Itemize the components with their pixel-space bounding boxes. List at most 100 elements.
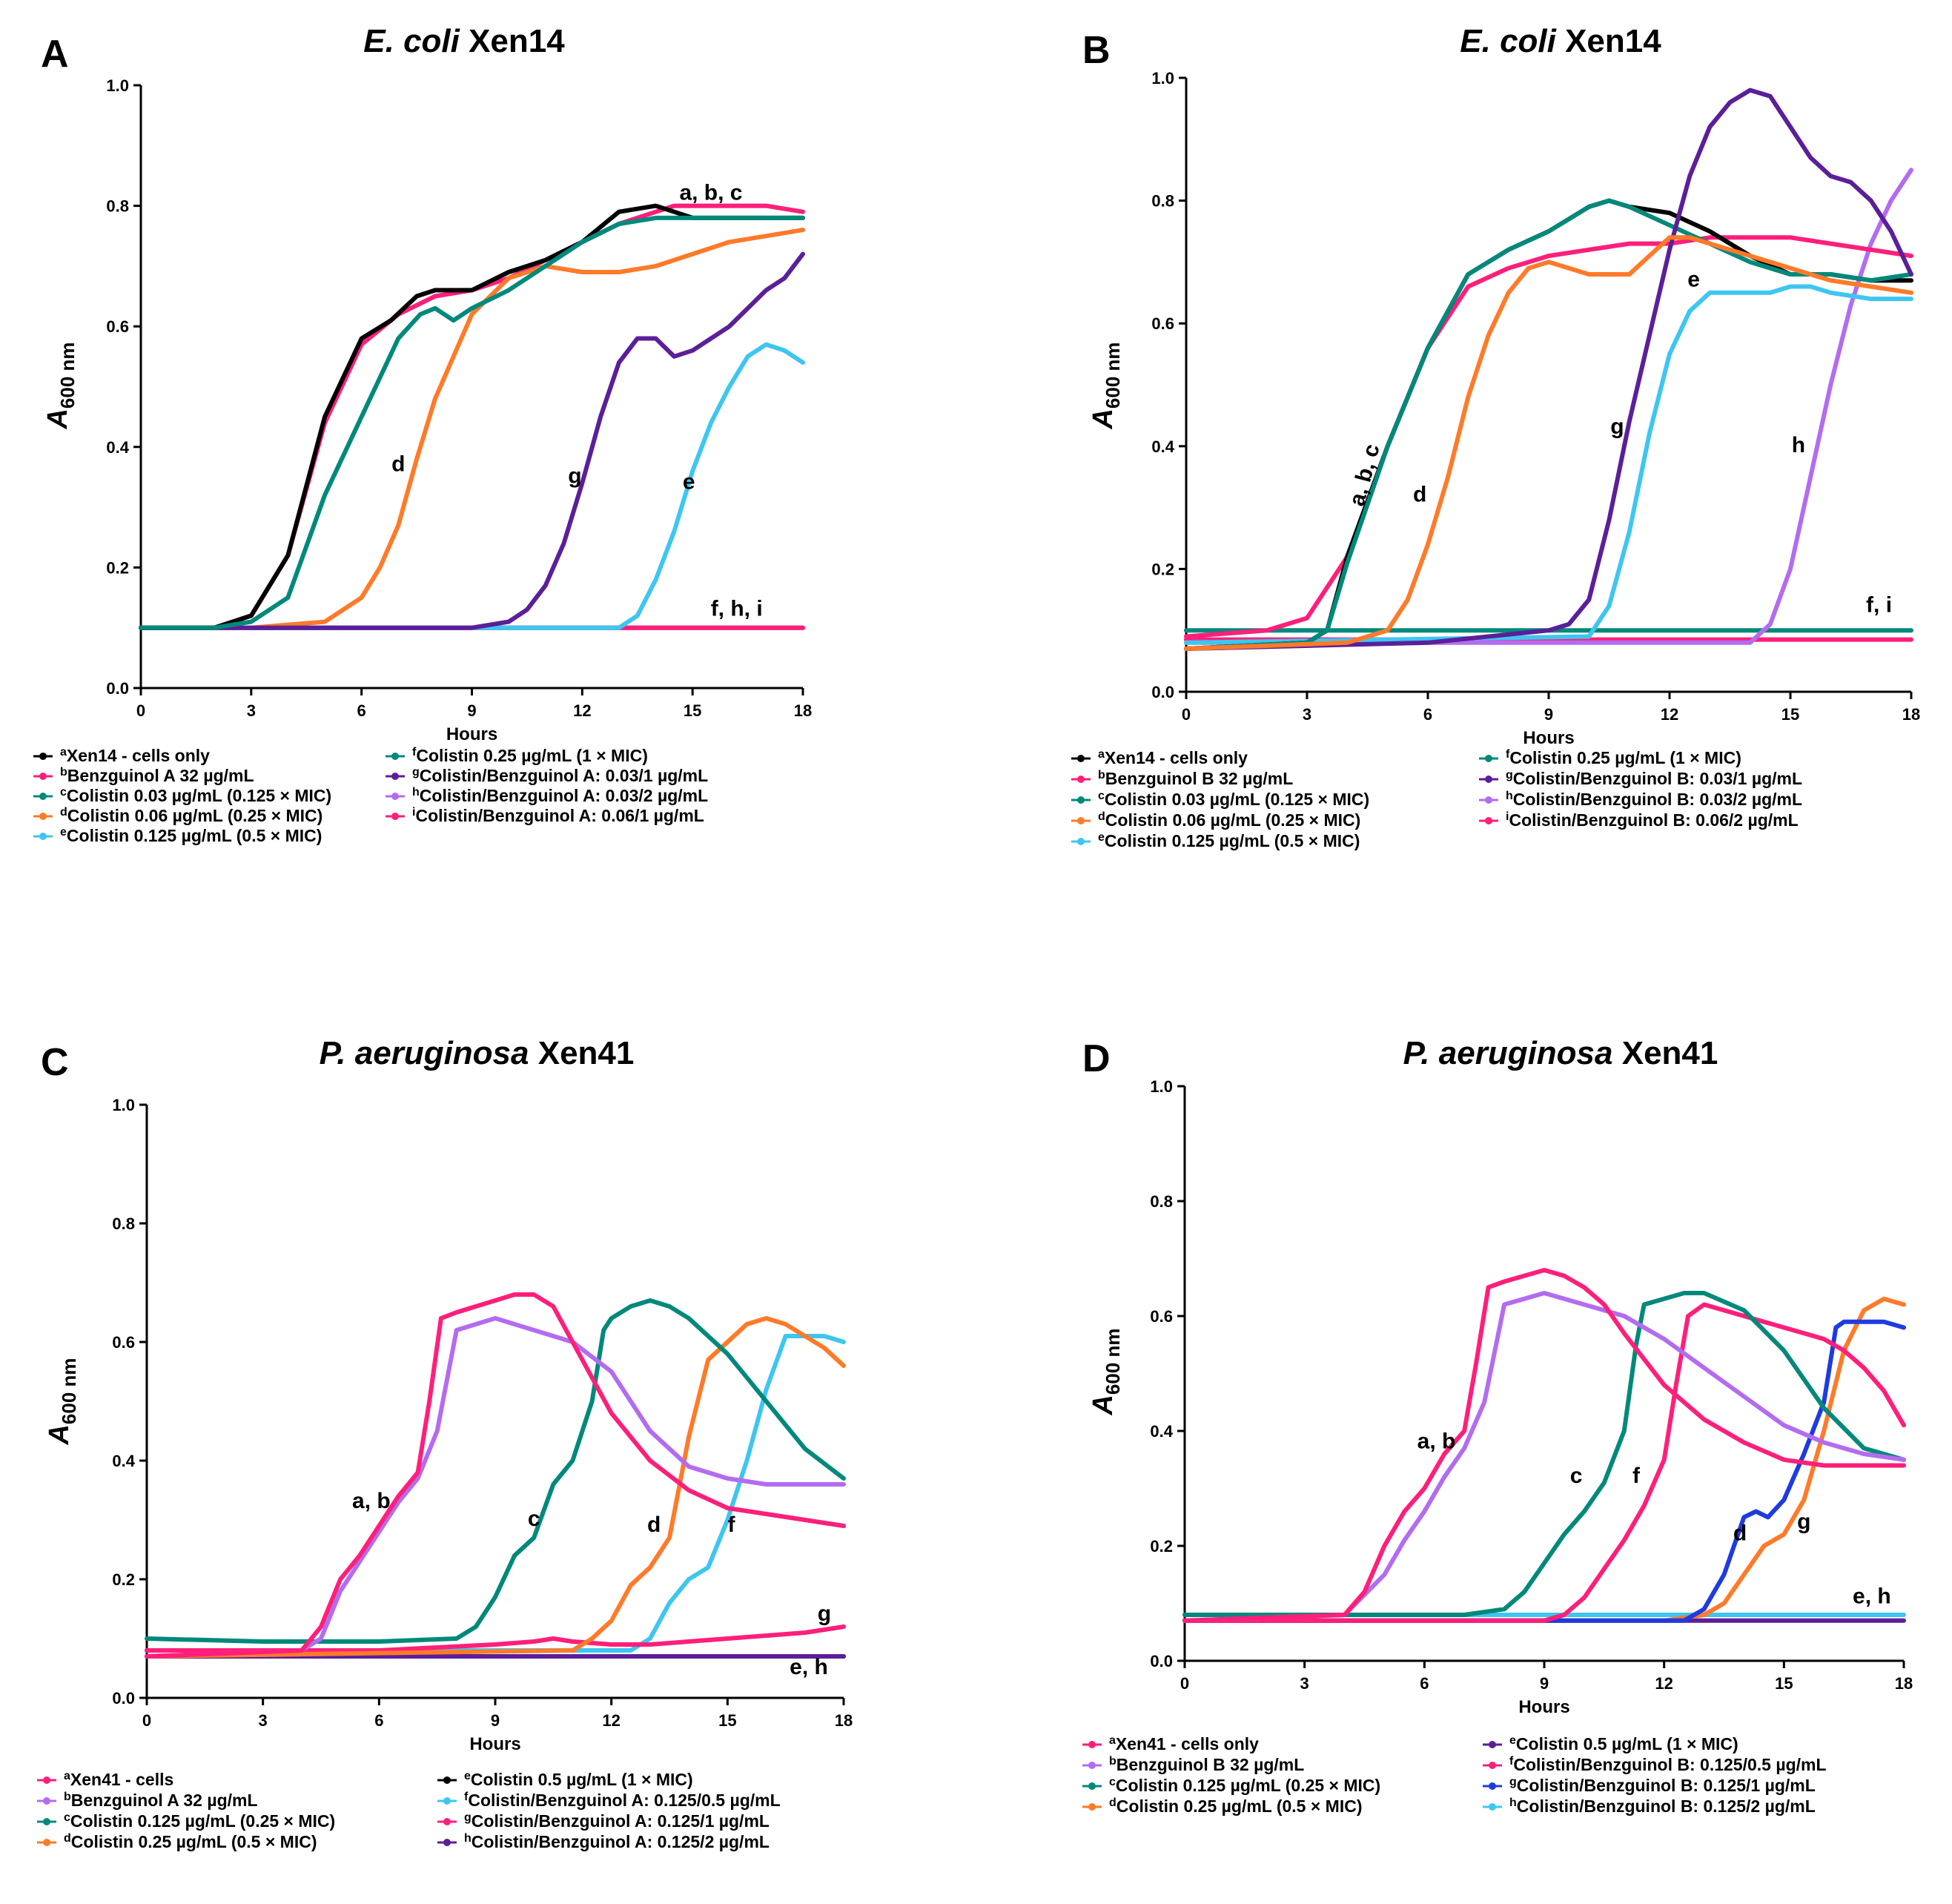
x-tick-label: 18 <box>1895 1674 1913 1693</box>
y-axis-label-sub: 600 nm <box>58 1358 80 1424</box>
legend-label: gColistin/Benzguinol A: 0.125/1 µg/mL <box>464 1811 770 1831</box>
legend-superscript: h <box>464 1832 472 1845</box>
curve-annotation: e, h <box>790 1655 828 1679</box>
curve-annotation: f, h, i <box>711 596 763 621</box>
legend-item: gColistin/Benzguinol B: 0.03/1 µg/mL <box>1479 769 1802 788</box>
panel-B: B E. coli Xen14 0.0 0.2 0.4 0.6 0.8 1.0 0 3 6 9 12 15… <box>1071 23 1920 850</box>
x-tick-label: 9 <box>1540 1674 1549 1693</box>
legend-item: fColistin/Benzguinol B: 0.125/0.5 µg/mL <box>1483 1755 1827 1774</box>
legend-superscript: f <box>1509 1755 1514 1768</box>
y-axis-label-sub: 600 nm <box>1102 342 1124 409</box>
x-tick-label: 6 <box>1423 705 1432 724</box>
curve-annotation: c <box>1570 1464 1583 1488</box>
curve-annotation: g <box>1797 1510 1810 1534</box>
legend-label: bBenzguinol B 32 µg/mL <box>1109 1755 1304 1774</box>
legend-text: Colistin 0.06 µg/mL (0.25 × MIC) <box>67 806 323 825</box>
legend-swatch-marker <box>443 1839 451 1846</box>
panel-letter: B <box>1082 29 1111 72</box>
series-line-c <box>145 1298 846 1644</box>
legend-swatch-marker <box>39 793 47 800</box>
x-axis-label: Hours <box>1518 1697 1569 1717</box>
legend-swatch-marker <box>43 1839 50 1846</box>
legend-swatch-marker <box>43 1818 50 1825</box>
series-line-b <box>145 1316 846 1659</box>
legend-label: gColistin/Benzguinol A: 0.03/1 µg/mL <box>412 766 708 785</box>
legend-text: Colistin 0.5 µg/mL (1 × MIC) <box>471 1770 693 1789</box>
legend-item: iColistin/Benzguinol B: 0.06/2 µg/mL <box>1479 810 1799 830</box>
legend-superscript: b <box>60 766 67 779</box>
legend-superscript: a <box>64 1770 70 1782</box>
legend-label: aXen41 - cells only <box>1109 1734 1259 1753</box>
legend-item: eColistin 0.5 µg/mL (1 × MIC) <box>437 1770 693 1789</box>
y-tick-label: 0.0 <box>112 1689 135 1708</box>
y-axis-label-sub: 600 nm <box>1102 1328 1124 1395</box>
series-line-a <box>1184 198 1913 651</box>
legend-swatch-marker <box>1088 1741 1096 1748</box>
legend-superscript: g <box>412 766 420 779</box>
legend-superscript: d <box>1109 1796 1116 1809</box>
legend-text: Colistin/Benzguinol A: 0.03/1 µg/mL <box>420 766 708 785</box>
legend-item: hColistin/Benzguinol A: 0.125/2 µg/mL <box>437 1832 770 1851</box>
legend-superscript: b <box>1098 769 1105 781</box>
x-tick-label: 6 <box>357 701 366 720</box>
y-tick-label: 0.4 <box>112 1452 135 1470</box>
legend: aXen41 - cells only bBenzguinol B 32 µg/m… <box>1082 1734 1827 1816</box>
legend-label: cColistin 0.125 µg/mL (0.25 × MIC) <box>64 1811 335 1831</box>
legend-item: hColistin/Benzguinol B: 0.125/2 µg/mL <box>1483 1796 1816 1816</box>
legend-item: eColistin 0.125 µg/mL (0.5 × MIC) <box>33 826 322 845</box>
y-tick-label: 0.8 <box>106 197 129 216</box>
legend-superscript: e <box>60 826 67 839</box>
legend-item: hColistin/Benzguinol A: 0.03/2 µg/mL <box>386 786 708 805</box>
series-line-g <box>1184 87 1913 651</box>
legend-swatch-marker <box>1077 838 1085 845</box>
chart-title-species: E. coli <box>363 23 460 59</box>
x-tick-label: 9 <box>1544 705 1553 724</box>
legend-item: dColistin 0.25 µg/mL (0.5 × MIC) <box>1082 1796 1362 1816</box>
y-axis-label-main: A <box>1088 409 1119 429</box>
x-tick-label: 12 <box>602 1711 620 1730</box>
curve-annotation: f <box>1632 1464 1641 1488</box>
legend-superscript: a <box>60 746 67 758</box>
x-tick-label: 15 <box>1775 1674 1793 1693</box>
series-line-c <box>1182 1291 1906 1617</box>
y-axis-label: A600 nm <box>1088 1328 1124 1415</box>
legend-item: aXen41 - cells only <box>1082 1734 1259 1753</box>
legend-text: Colistin 0.25 µg/mL (0.5 × MIC) <box>71 1832 317 1851</box>
curve-annotation: d <box>1733 1521 1747 1545</box>
legend-swatch-marker <box>1489 1782 1496 1790</box>
legend-superscript: h <box>412 786 420 799</box>
legend-text: Colistin/Benzguinol B: 0.06/2 µg/mL <box>1509 810 1798 830</box>
legend-superscript: c <box>60 786 67 799</box>
curve-annotation: d <box>647 1513 661 1537</box>
legend-swatch-marker <box>1485 817 1492 824</box>
legend-item: cColistin 0.03 µg/mL (0.125 × MIC) <box>33 786 331 805</box>
legend-label: fColistin 0.25 µg/mL (1 × MIC) <box>1506 748 1741 767</box>
legend-text: Benzguinol B 32 µg/mL <box>1105 769 1293 788</box>
x-tick-label: 15 <box>718 1711 736 1730</box>
x-axis-label: Hours <box>1523 728 1574 748</box>
legend-label: hColistin/Benzguinol A: 0.125/2 µg/mL <box>464 1832 770 1851</box>
legend-label: dColistin 0.06 µg/mL (0.25 × MIC) <box>60 806 322 825</box>
x-tick-label: 9 <box>491 1711 500 1730</box>
y-axis-label-main: A <box>44 1424 75 1445</box>
series-line-b <box>139 203 805 630</box>
legend-swatch-marker <box>1485 755 1492 762</box>
legend-text: Benzguinol B 32 µg/mL <box>1116 1755 1304 1774</box>
series-line-e <box>139 342 805 630</box>
legend-superscript: f <box>1506 748 1510 761</box>
y-tick-label: 0.6 <box>1151 314 1174 333</box>
legend-item: cColistin 0.125 µg/mL (0.25 × MIC) <box>37 1811 335 1831</box>
chart-title-strain: Xen41 <box>529 1035 635 1071</box>
legend-superscript: g <box>464 1811 472 1824</box>
y-tick-label: 0.0 <box>106 679 129 698</box>
curve-annotation: e <box>1687 268 1700 292</box>
panel-letter: D <box>1082 1037 1111 1080</box>
series-line-b <box>1182 1291 1906 1623</box>
panel-D: D P. aeruginosa Xen41 0.0 0.2 0.4 0.6 0.8 1.0 0 3… <box>1082 1035 1913 1816</box>
legend-text: Colistin 0.5 µg/mL (1 × MIC) <box>1516 1734 1738 1753</box>
series-line-d <box>145 1316 846 1659</box>
legend-swatch-marker <box>391 793 399 800</box>
y-tick-label: 0.8 <box>1151 192 1174 211</box>
